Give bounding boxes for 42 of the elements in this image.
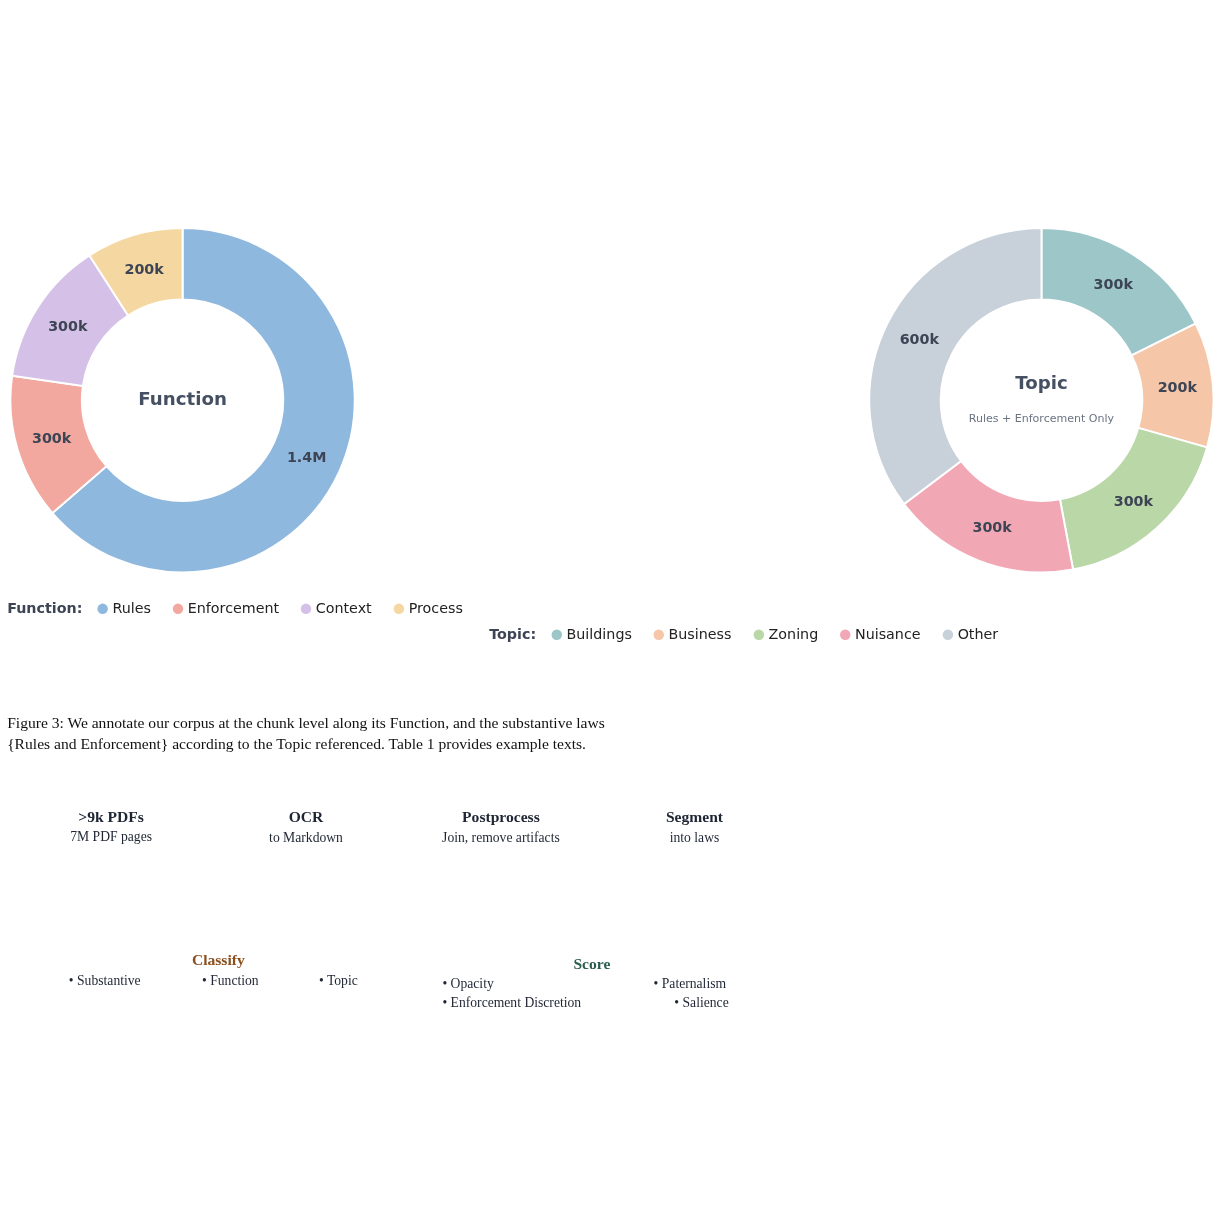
data-label: 300k	[1093, 275, 1134, 292]
data-label: 200k	[124, 260, 165, 277]
legend-title: Function:	[7, 600, 83, 617]
text: • Enforcement Discretion	[442, 995, 582, 1011]
text: • Substantive	[68, 973, 141, 988]
text: Classify	[191, 950, 245, 968]
text: • Salience	[674, 995, 729, 1011]
text: • Opacity	[442, 976, 494, 992]
text: >9k PDFs	[78, 807, 144, 825]
text: • Paternalism	[653, 976, 727, 992]
legend-title: Topic:	[489, 626, 537, 643]
text: Postprocess	[462, 807, 540, 825]
data-label: 1.4M	[286, 448, 327, 465]
legend-label: Zoning	[768, 626, 819, 643]
data-label: 600k	[899, 331, 940, 348]
legend-label: Process	[408, 600, 463, 617]
legend-label: Other	[957, 626, 999, 643]
text: Join, remove artifacts	[442, 830, 560, 846]
text: OCR	[288, 807, 325, 825]
legend-label: Business	[668, 626, 732, 643]
legend-label: Rules	[112, 600, 151, 617]
text: 7M PDF pages	[70, 828, 152, 844]
data-label: 300k	[48, 318, 88, 335]
text: Segment	[665, 807, 724, 825]
text: into laws	[669, 830, 720, 846]
text: Topic	[1015, 372, 1068, 394]
legend-label: Nuisance	[854, 626, 921, 643]
data-label: 300k	[32, 430, 72, 447]
legend-label: Context	[315, 600, 373, 617]
data-label: 300k	[972, 519, 1013, 536]
text: Rules + Enforcement Only	[968, 411, 1115, 425]
text: • Function	[202, 973, 259, 988]
text: {Rules and Enforcement} according to the Topic referenced. Table 1 provides example texts.	[7, 734, 587, 752]
legend-label: Buildings	[566, 626, 632, 643]
legend-label: Enforcement	[187, 600, 280, 617]
text: Function	[138, 388, 227, 410]
text: to Markdown	[269, 830, 344, 846]
caption: Figure 3: We annotate our corpus at the chunk level along its Function, and the substantive laws	[7, 713, 605, 731]
data-label: 300k	[1113, 492, 1154, 509]
text: • Topic	[318, 973, 358, 988]
text: Score	[573, 954, 611, 972]
data-label: 200k	[1157, 379, 1198, 396]
